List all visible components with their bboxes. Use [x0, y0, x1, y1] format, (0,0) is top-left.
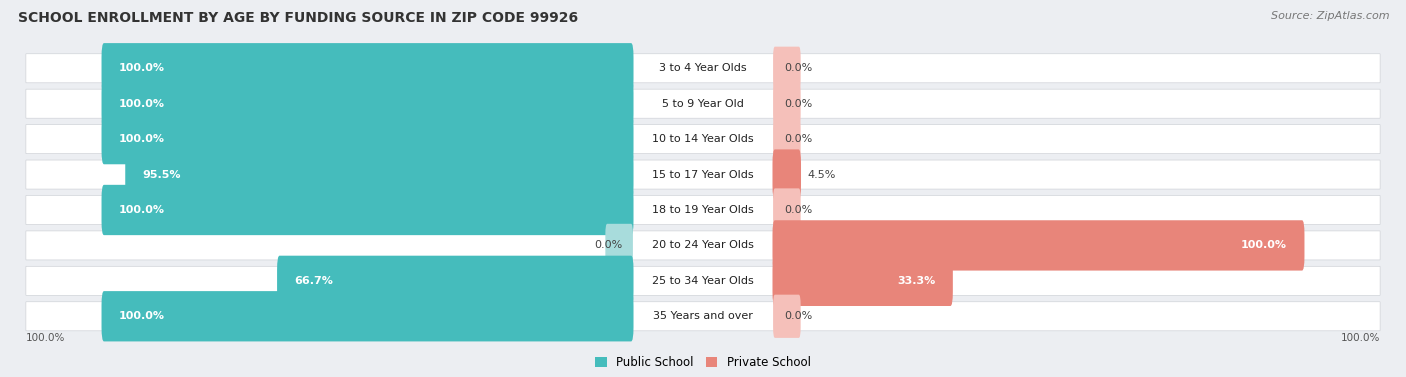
FancyBboxPatch shape	[25, 89, 1381, 118]
Text: SCHOOL ENROLLMENT BY AGE BY FUNDING SOURCE IN ZIP CODE 99926: SCHOOL ENROLLMENT BY AGE BY FUNDING SOUR…	[18, 11, 578, 25]
Text: 95.5%: 95.5%	[142, 170, 181, 179]
FancyBboxPatch shape	[101, 291, 634, 342]
FancyBboxPatch shape	[772, 256, 953, 306]
Text: 100.0%: 100.0%	[120, 63, 165, 73]
FancyBboxPatch shape	[25, 266, 1381, 295]
FancyBboxPatch shape	[772, 149, 801, 200]
FancyBboxPatch shape	[606, 224, 633, 267]
Text: 0.0%: 0.0%	[785, 99, 813, 109]
Text: 15 to 17 Year Olds: 15 to 17 Year Olds	[652, 170, 754, 179]
FancyBboxPatch shape	[25, 302, 1381, 331]
Text: 0.0%: 0.0%	[785, 311, 813, 321]
FancyBboxPatch shape	[772, 220, 1305, 271]
FancyBboxPatch shape	[101, 185, 634, 235]
Text: 10 to 14 Year Olds: 10 to 14 Year Olds	[652, 134, 754, 144]
Text: 0.0%: 0.0%	[785, 205, 813, 215]
FancyBboxPatch shape	[773, 188, 800, 231]
Text: 100.0%: 100.0%	[120, 205, 165, 215]
FancyBboxPatch shape	[773, 47, 800, 90]
Text: Source: ZipAtlas.com: Source: ZipAtlas.com	[1271, 11, 1389, 21]
Text: 0.0%: 0.0%	[785, 134, 813, 144]
FancyBboxPatch shape	[25, 195, 1381, 225]
FancyBboxPatch shape	[773, 82, 800, 125]
Text: 35 Years and over: 35 Years and over	[652, 311, 754, 321]
FancyBboxPatch shape	[773, 295, 800, 338]
Text: 3 to 4 Year Olds: 3 to 4 Year Olds	[659, 63, 747, 73]
Text: 4.5%: 4.5%	[807, 170, 837, 179]
FancyBboxPatch shape	[25, 54, 1381, 83]
Text: 100.0%: 100.0%	[120, 134, 165, 144]
Text: 100.0%: 100.0%	[1340, 333, 1379, 343]
FancyBboxPatch shape	[101, 43, 634, 93]
Text: 0.0%: 0.0%	[785, 63, 813, 73]
Text: 25 to 34 Year Olds: 25 to 34 Year Olds	[652, 276, 754, 286]
Legend: Public School, Private School: Public School, Private School	[595, 356, 811, 369]
FancyBboxPatch shape	[25, 160, 1381, 189]
FancyBboxPatch shape	[773, 118, 800, 161]
FancyBboxPatch shape	[25, 125, 1381, 154]
FancyBboxPatch shape	[277, 256, 634, 306]
FancyBboxPatch shape	[25, 231, 1381, 260]
FancyBboxPatch shape	[101, 78, 634, 129]
Text: 20 to 24 Year Olds: 20 to 24 Year Olds	[652, 241, 754, 250]
Text: 100.0%: 100.0%	[1241, 241, 1286, 250]
Text: 5 to 9 Year Old: 5 to 9 Year Old	[662, 99, 744, 109]
Text: 100.0%: 100.0%	[27, 333, 66, 343]
FancyBboxPatch shape	[101, 114, 634, 164]
FancyBboxPatch shape	[125, 149, 634, 200]
Text: 18 to 19 Year Olds: 18 to 19 Year Olds	[652, 205, 754, 215]
Text: 0.0%: 0.0%	[593, 241, 621, 250]
Text: 33.3%: 33.3%	[897, 276, 935, 286]
Text: 66.7%: 66.7%	[294, 276, 333, 286]
Text: 100.0%: 100.0%	[120, 99, 165, 109]
Text: 100.0%: 100.0%	[120, 311, 165, 321]
